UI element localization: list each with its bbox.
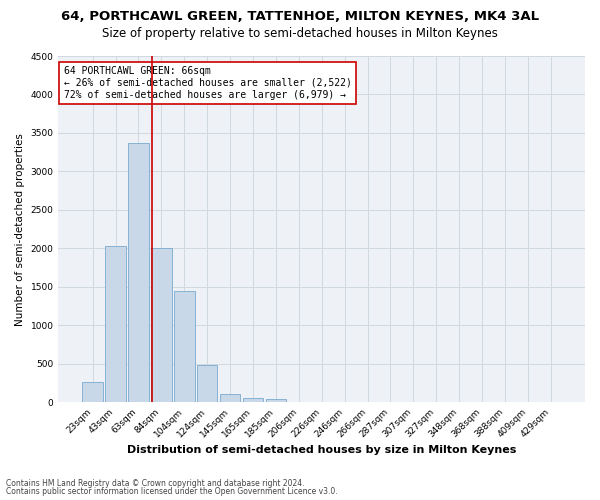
Bar (197, 365, 217, 403)
Text: Size of property relative to semi-detached houses in Milton Keynes: Size of property relative to semi-detach… (102, 28, 498, 40)
Text: Contains public sector information licensed under the Open Government Licence v3: Contains public sector information licen… (6, 487, 338, 496)
Bar (266, 398, 286, 402)
Y-axis label: Number of semi-detached properties: Number of semi-detached properties (15, 133, 25, 326)
Bar (105, 246, 126, 402)
Bar (151, 248, 172, 402)
Bar (174, 291, 194, 403)
X-axis label: Distribution of semi-detached houses by size in Milton Keynes: Distribution of semi-detached houses by … (127, 445, 517, 455)
Text: Contains HM Land Registry data © Crown copyright and database right 2024.: Contains HM Land Registry data © Crown c… (6, 478, 305, 488)
Bar (82, 382, 103, 402)
Text: 64 PORTHCAWL GREEN: 66sqm
← 26% of semi-detached houses are smaller (2,522)
72% : 64 PORTHCAWL GREEN: 66sqm ← 26% of semi-… (64, 66, 352, 100)
Bar (242, 398, 263, 402)
Bar (220, 394, 241, 402)
Bar (128, 143, 149, 403)
Text: 64, PORTHCAWL GREEN, TATTENHOE, MILTON KEYNES, MK4 3AL: 64, PORTHCAWL GREEN, TATTENHOE, MILTON K… (61, 10, 539, 23)
